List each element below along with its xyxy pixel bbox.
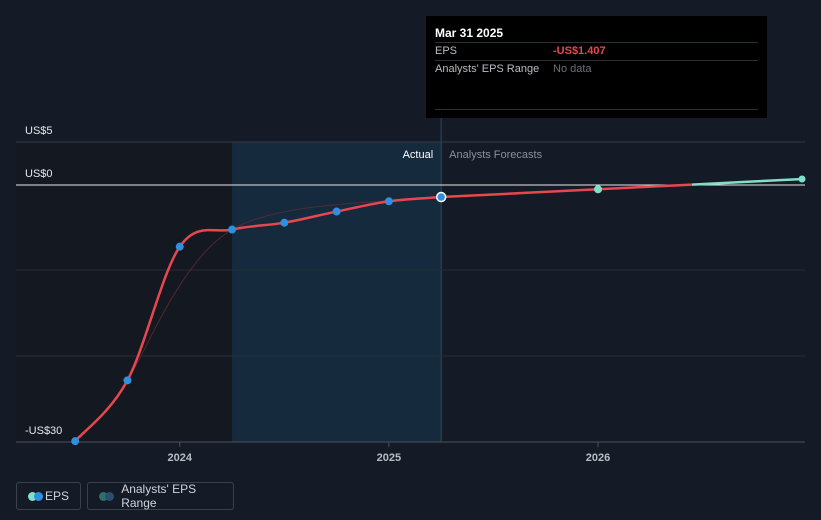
eps-point-2024 (175, 242, 184, 251)
tooltip-date: Mar 31 2025 (435, 26, 504, 40)
tooltip-eps-label: EPS (435, 45, 458, 57)
forecast-point-end (798, 175, 806, 183)
y-tick-label: US$5 (25, 125, 53, 137)
legend-eps-label: EPS (44, 489, 69, 503)
tooltip-divider (435, 109, 758, 110)
x-tick-label-2026: 2026 (586, 452, 610, 464)
y-tick-label: -US$30 (25, 425, 62, 437)
tooltip-range-row: Analysts' EPS Range No data (435, 60, 758, 78)
legend-eps-button[interactable]: EPS (16, 482, 81, 510)
x-tick-label-2025: 2025 (377, 452, 401, 464)
forecast-label: Analysts Forecasts (449, 149, 542, 161)
eps-legend-icon (28, 491, 43, 501)
past-shade-band (16, 142, 233, 442)
eps-point-2024.75 (332, 207, 341, 216)
range-legend-icon (99, 491, 114, 501)
eps-point-2025 (384, 197, 393, 206)
actual-highlight-band (232, 142, 442, 442)
eps-point-2023.75 (123, 376, 132, 385)
eps-point-2024.5 (280, 218, 289, 227)
forecast-point-2026 (594, 185, 603, 194)
eps-forecast-line-red (441, 183, 693, 199)
actual-label: Actual (403, 149, 434, 161)
tooltip-range-value: No data (553, 63, 592, 75)
hover-tooltip: Mar 31 2025 EPS -US$1.407 Analysts' EPS … (426, 16, 767, 118)
tooltip-eps-row: EPS -US$1.407 (435, 42, 758, 60)
eps-point-2023.5 (71, 437, 80, 446)
eps-point-2025.25 (435, 191, 447, 203)
tooltip-eps-value: -US$1.407 (553, 45, 606, 57)
legend-range-button[interactable]: Analysts' EPS Range (87, 482, 234, 510)
eps-forecast-line-teal (692, 177, 804, 186)
eps-point-2024.25 (228, 225, 237, 234)
x-tick-label-2024: 2024 (168, 452, 193, 464)
y-tick-label: US$0 (25, 168, 53, 180)
tooltip-range-label: Analysts' EPS Range (435, 63, 540, 75)
legend-range-label: Analysts' EPS Range (121, 482, 197, 510)
